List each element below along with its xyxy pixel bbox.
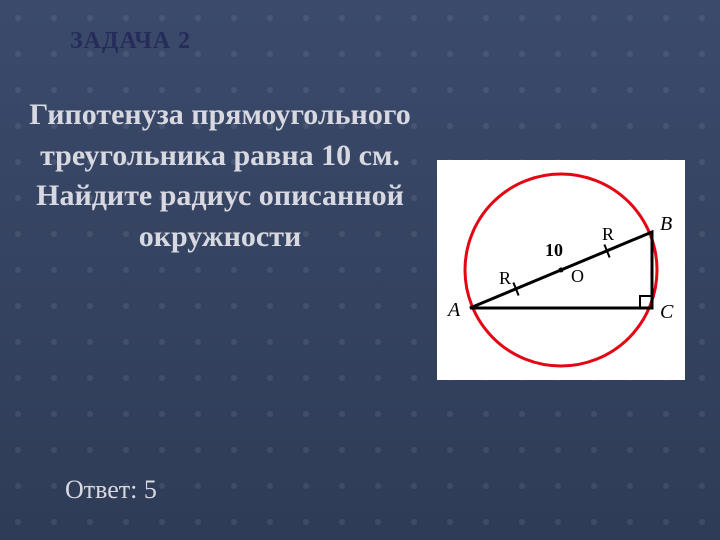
diagram-label: R [499,268,511,289]
svg-text:10: 10 [545,240,563,260]
problem-body: Гипотенуза прямоугольного треугольника р… [20,95,420,257]
answer-text: Ответ: 5 [65,475,157,505]
geometry-figure: ABC10 RRO [437,160,685,380]
svg-text:A: A [446,299,461,321]
geometry-diagram-svg: A B C 10 [437,160,685,380]
diagram-label: R [602,224,614,245]
diagram-label: O [571,266,584,287]
svg-text:B: B [660,213,672,235]
svg-text:C: C [660,301,674,323]
slide: ЗАДАЧА 2 Гипотенуза прямоугольного треуг… [0,0,720,540]
problem-heading: ЗАДАЧА 2 [70,28,191,55]
